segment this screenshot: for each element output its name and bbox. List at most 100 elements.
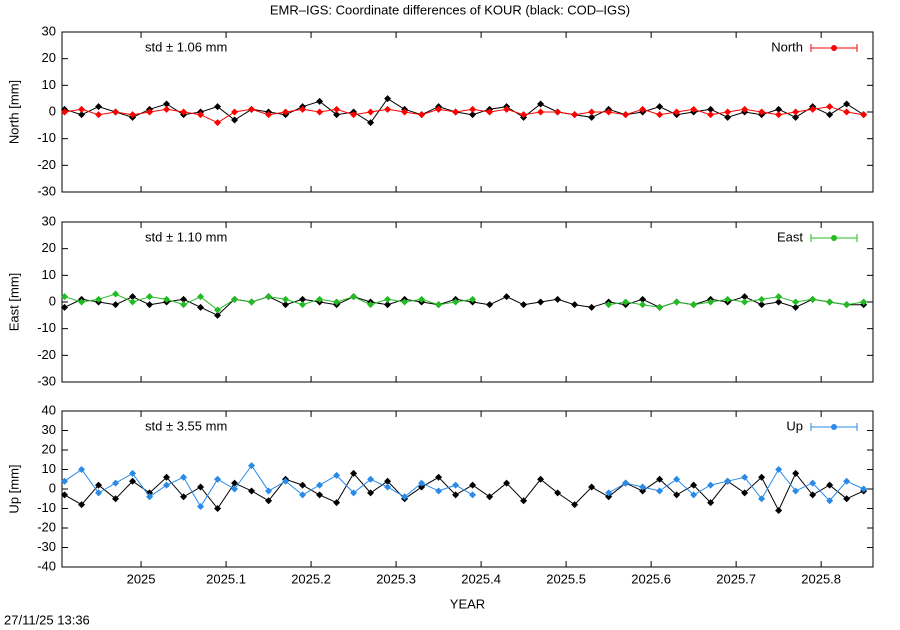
data-point xyxy=(180,493,188,501)
data-point xyxy=(452,481,460,489)
y-tick-label: 0 xyxy=(49,293,56,308)
data-point xyxy=(741,293,749,301)
legend-marker xyxy=(831,235,837,241)
data-point xyxy=(707,481,715,489)
data-point xyxy=(197,483,205,491)
data-point xyxy=(690,105,698,113)
y-axis-label: East [mm] xyxy=(6,273,21,332)
data-point xyxy=(78,466,86,473)
data-point xyxy=(673,491,681,499)
data-point xyxy=(469,105,477,113)
y-tick-label: -10 xyxy=(37,320,56,335)
data-point xyxy=(690,491,698,499)
data-point xyxy=(299,301,307,309)
data-point xyxy=(673,298,681,306)
data-point xyxy=(469,491,477,499)
data-point xyxy=(265,497,273,505)
x-tick-label: 2025.1 xyxy=(206,571,246,586)
data-point xyxy=(282,108,290,116)
data-point xyxy=(316,481,324,489)
plot-area xyxy=(61,462,868,514)
data-point xyxy=(843,495,851,503)
y-tick-label: -20 xyxy=(37,157,56,172)
data-point xyxy=(792,298,800,306)
data-point xyxy=(554,489,562,497)
figure-title: EMR–IGS: Coordinate differences of KOUR … xyxy=(270,2,630,17)
data-point xyxy=(690,301,698,309)
data-point xyxy=(282,477,290,485)
data-point xyxy=(537,100,545,108)
data-point xyxy=(163,295,171,303)
data-point xyxy=(95,295,103,303)
y-tick-label: -40 xyxy=(37,558,56,573)
data-point xyxy=(656,487,664,495)
data-point xyxy=(418,111,426,119)
data-point xyxy=(248,462,256,470)
x-tick-label: 2025.2 xyxy=(291,571,331,586)
data-point xyxy=(486,108,494,116)
data-point xyxy=(367,475,375,483)
data-point xyxy=(860,111,868,119)
data-point xyxy=(826,481,834,489)
data-point xyxy=(554,108,562,116)
data-point xyxy=(605,493,613,501)
data-point xyxy=(231,479,239,487)
data-point xyxy=(707,111,715,119)
y-axis-label: North [mm] xyxy=(6,80,21,144)
legend-label: East xyxy=(777,229,803,244)
data-point xyxy=(163,100,171,108)
data-point xyxy=(469,111,477,119)
data-point xyxy=(520,111,528,119)
data-point xyxy=(61,491,69,499)
data-point xyxy=(333,105,341,113)
data-point xyxy=(180,473,188,481)
data-point xyxy=(588,108,596,116)
data-point xyxy=(384,95,392,103)
data-point xyxy=(605,108,613,116)
data-point xyxy=(384,105,392,113)
data-point xyxy=(129,298,137,306)
data-point xyxy=(299,105,307,113)
y-axis-label: Up [mm] xyxy=(6,464,21,513)
data-point xyxy=(367,489,375,497)
data-point xyxy=(401,298,409,306)
data-point xyxy=(452,491,460,499)
data-point xyxy=(571,301,579,309)
data-point xyxy=(163,105,171,113)
data-point xyxy=(282,301,290,309)
data-point xyxy=(129,469,137,477)
data-point xyxy=(656,303,664,311)
data-point xyxy=(639,105,647,113)
data-point xyxy=(265,487,273,495)
data-point xyxy=(520,301,528,309)
data-point xyxy=(129,293,137,301)
data-point xyxy=(197,303,205,311)
data-point xyxy=(741,489,749,497)
data-point xyxy=(792,469,800,477)
data-point xyxy=(792,108,800,116)
data-point xyxy=(860,485,868,493)
data-point xyxy=(384,483,392,491)
data-point xyxy=(78,298,86,306)
data-point xyxy=(214,475,222,483)
data-point xyxy=(724,113,732,121)
data-point xyxy=(775,298,783,306)
data-point xyxy=(350,293,358,301)
y-tick-label: 30 xyxy=(42,422,56,437)
data-point xyxy=(180,295,188,303)
legend-marker xyxy=(831,45,837,51)
y-tick-label: 0 xyxy=(49,480,56,495)
data-point xyxy=(248,298,256,306)
data-point xyxy=(520,497,528,505)
data-point xyxy=(95,111,103,119)
data-point xyxy=(316,491,324,499)
data-point xyxy=(299,491,307,499)
data-point xyxy=(367,119,375,127)
data-point xyxy=(588,303,596,311)
data-point xyxy=(333,111,341,119)
data-point xyxy=(452,108,460,116)
data-point xyxy=(588,113,596,121)
plot-area xyxy=(61,290,868,319)
data-point xyxy=(588,483,596,491)
